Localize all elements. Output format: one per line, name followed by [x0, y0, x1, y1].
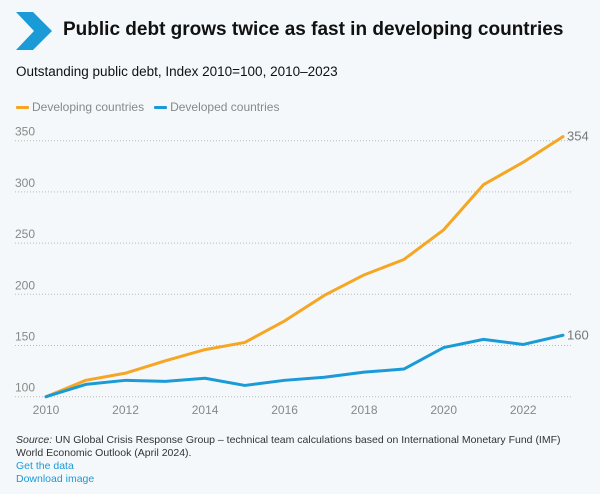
series-line-developed [44, 333, 565, 399]
legend-swatch [16, 106, 29, 110]
y-tick-label: 350 [15, 125, 35, 139]
line-chart: 100 150 200 250 300 350 2010 2012 2014 2016 2018 20… [15, 125, 589, 417]
x-tick-label: 2012 [112, 403, 139, 417]
legend-item-developing: Developing countries [16, 100, 144, 114]
y-tick-label: 300 [15, 176, 35, 190]
chart-subtitle: Outstanding public debt, Index 2010=100,… [16, 64, 338, 79]
legend-swatch [154, 106, 168, 110]
x-tick-label: 2010 [33, 403, 60, 417]
get-data-link[interactable]: Get the data [16, 460, 74, 472]
y-tick-label: 200 [15, 278, 35, 292]
x-tick-label: 2022 [510, 403, 537, 417]
end-value-label: 354 [567, 129, 589, 144]
legend-label: Developing countries [32, 100, 145, 114]
chevron-right-icon [16, 12, 52, 50]
footer: Source: UN Global Crisis Response Group … [16, 434, 586, 486]
legend: Developing countries Developed countries [16, 100, 279, 114]
legend-item-developed: Developed countries [154, 100, 279, 114]
series-line-developing [44, 135, 565, 399]
x-tick-label: 2016 [271, 403, 298, 417]
x-tick-label: 2018 [351, 403, 378, 417]
download-image-link[interactable]: Download image [16, 473, 95, 485]
legend-label: Developed countries [170, 100, 280, 114]
x-tick-label: 2014 [192, 403, 219, 417]
source-note: Source: UN Global Crisis Response Group … [16, 434, 561, 459]
y-tick-label: 150 [15, 330, 35, 344]
x-tick-label: 2020 [430, 403, 457, 417]
chart-title: Public debt grows twice as fast in devel… [63, 19, 564, 40]
end-value-label: 160 [567, 327, 589, 342]
y-tick-label: 100 [15, 381, 35, 395]
y-tick-label: 250 [15, 227, 35, 241]
